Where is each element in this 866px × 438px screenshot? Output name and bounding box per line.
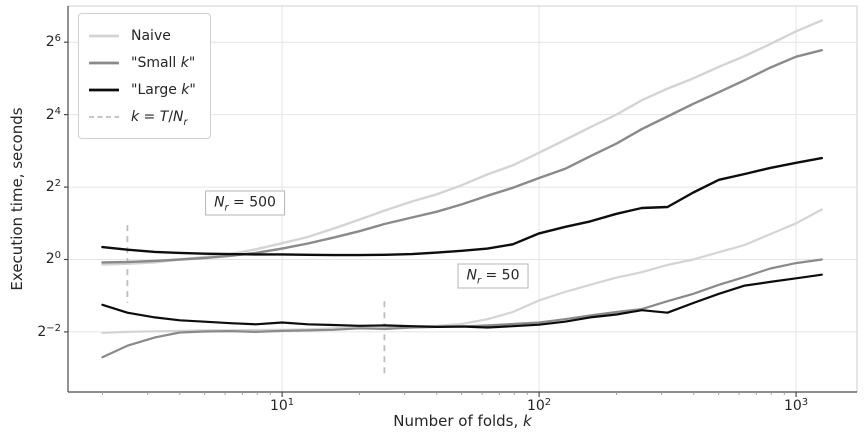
x-axis-label: Number of folds, k — [393, 412, 531, 430]
tick-text: 2 — [37, 323, 47, 340]
text-segment: k — [180, 54, 189, 71]
text-segment: T — [159, 108, 169, 125]
text-segment: = 50 — [481, 267, 520, 284]
legend-label: Naive — [131, 28, 171, 44]
tick-text: 10 — [526, 398, 545, 414]
legend-line-sample — [89, 34, 119, 37]
x-tick-label: 103 — [783, 397, 809, 414]
tick-text: 10 — [269, 398, 288, 414]
text-segment: k — [131, 108, 140, 125]
x-tick-label: 102 — [526, 397, 552, 414]
annotation-box: Nr = 500 — [205, 190, 285, 216]
legend-label: "Small k" — [131, 55, 195, 71]
tick-text: 2 — [54, 178, 61, 190]
text-segment: r — [183, 116, 188, 128]
tick-text: 6 — [54, 33, 61, 45]
legend-line-sample — [89, 88, 119, 91]
legend-line-sample — [89, 61, 119, 64]
legend: Naive "Small k" "Large k" k = T/Nr — [78, 13, 211, 139]
legend-item: "Large k" — [89, 76, 196, 103]
tick-text: 2 — [45, 179, 55, 196]
text-segment: k — [181, 81, 190, 98]
x-tick-label: 101 — [269, 397, 295, 414]
tick-text: 2 — [45, 251, 55, 268]
text-segment: Naive — [131, 27, 171, 44]
tick-text: 1 — [287, 397, 295, 408]
text-segment: = — [139, 108, 160, 125]
text-segment: " — [188, 54, 196, 71]
legend-label: "Large k" — [131, 82, 196, 98]
y-axis-label: Execution time, seconds — [8, 107, 26, 291]
y-tick-label: 2−2 — [37, 322, 61, 340]
tick-text: 2 — [544, 397, 552, 408]
text-segment: k — [523, 412, 532, 430]
text-segment: Number of folds, — [393, 412, 524, 430]
text-segment: "Large — [131, 81, 182, 98]
text-segment: N — [466, 267, 477, 284]
annotation-box: Nr = 50 — [457, 263, 529, 289]
tick-text: 0 — [54, 250, 61, 262]
text-segment: r — [224, 202, 229, 214]
tick-text: 4 — [54, 105, 61, 117]
text-segment: " — [189, 81, 196, 98]
legend-item: Naive — [89, 22, 196, 49]
legend-label: k = T/Nr — [131, 108, 188, 128]
y-tick-label: 26 — [45, 33, 61, 51]
tick-text: 2 — [45, 34, 55, 51]
series-line-large-k-nr-50- — [101, 273, 823, 329]
tick-text: 3 — [801, 397, 809, 408]
tick-text: −2 — [46, 322, 61, 334]
text-segment: r — [477, 275, 482, 287]
y-tick-label: 20 — [45, 250, 61, 268]
text-segment: / — [168, 108, 174, 125]
text-segment: "Small — [131, 54, 181, 71]
text-segment: N — [173, 108, 184, 125]
legend-dashed-line-sample — [89, 115, 119, 118]
text-segment: N — [214, 194, 225, 211]
tick-text: 2 — [45, 106, 55, 123]
text-segment: = 500 — [228, 194, 276, 211]
series-line-small-k-nr-500- — [101, 49, 823, 264]
y-tick-label: 22 — [45, 178, 61, 196]
legend-item: k = T/Nr — [89, 103, 196, 130]
y-tick-label: 24 — [45, 105, 61, 123]
legend-item: "Small k" — [89, 49, 196, 76]
tick-text: 10 — [783, 398, 802, 414]
series-line-large-k-nr-500- — [101, 156, 823, 257]
